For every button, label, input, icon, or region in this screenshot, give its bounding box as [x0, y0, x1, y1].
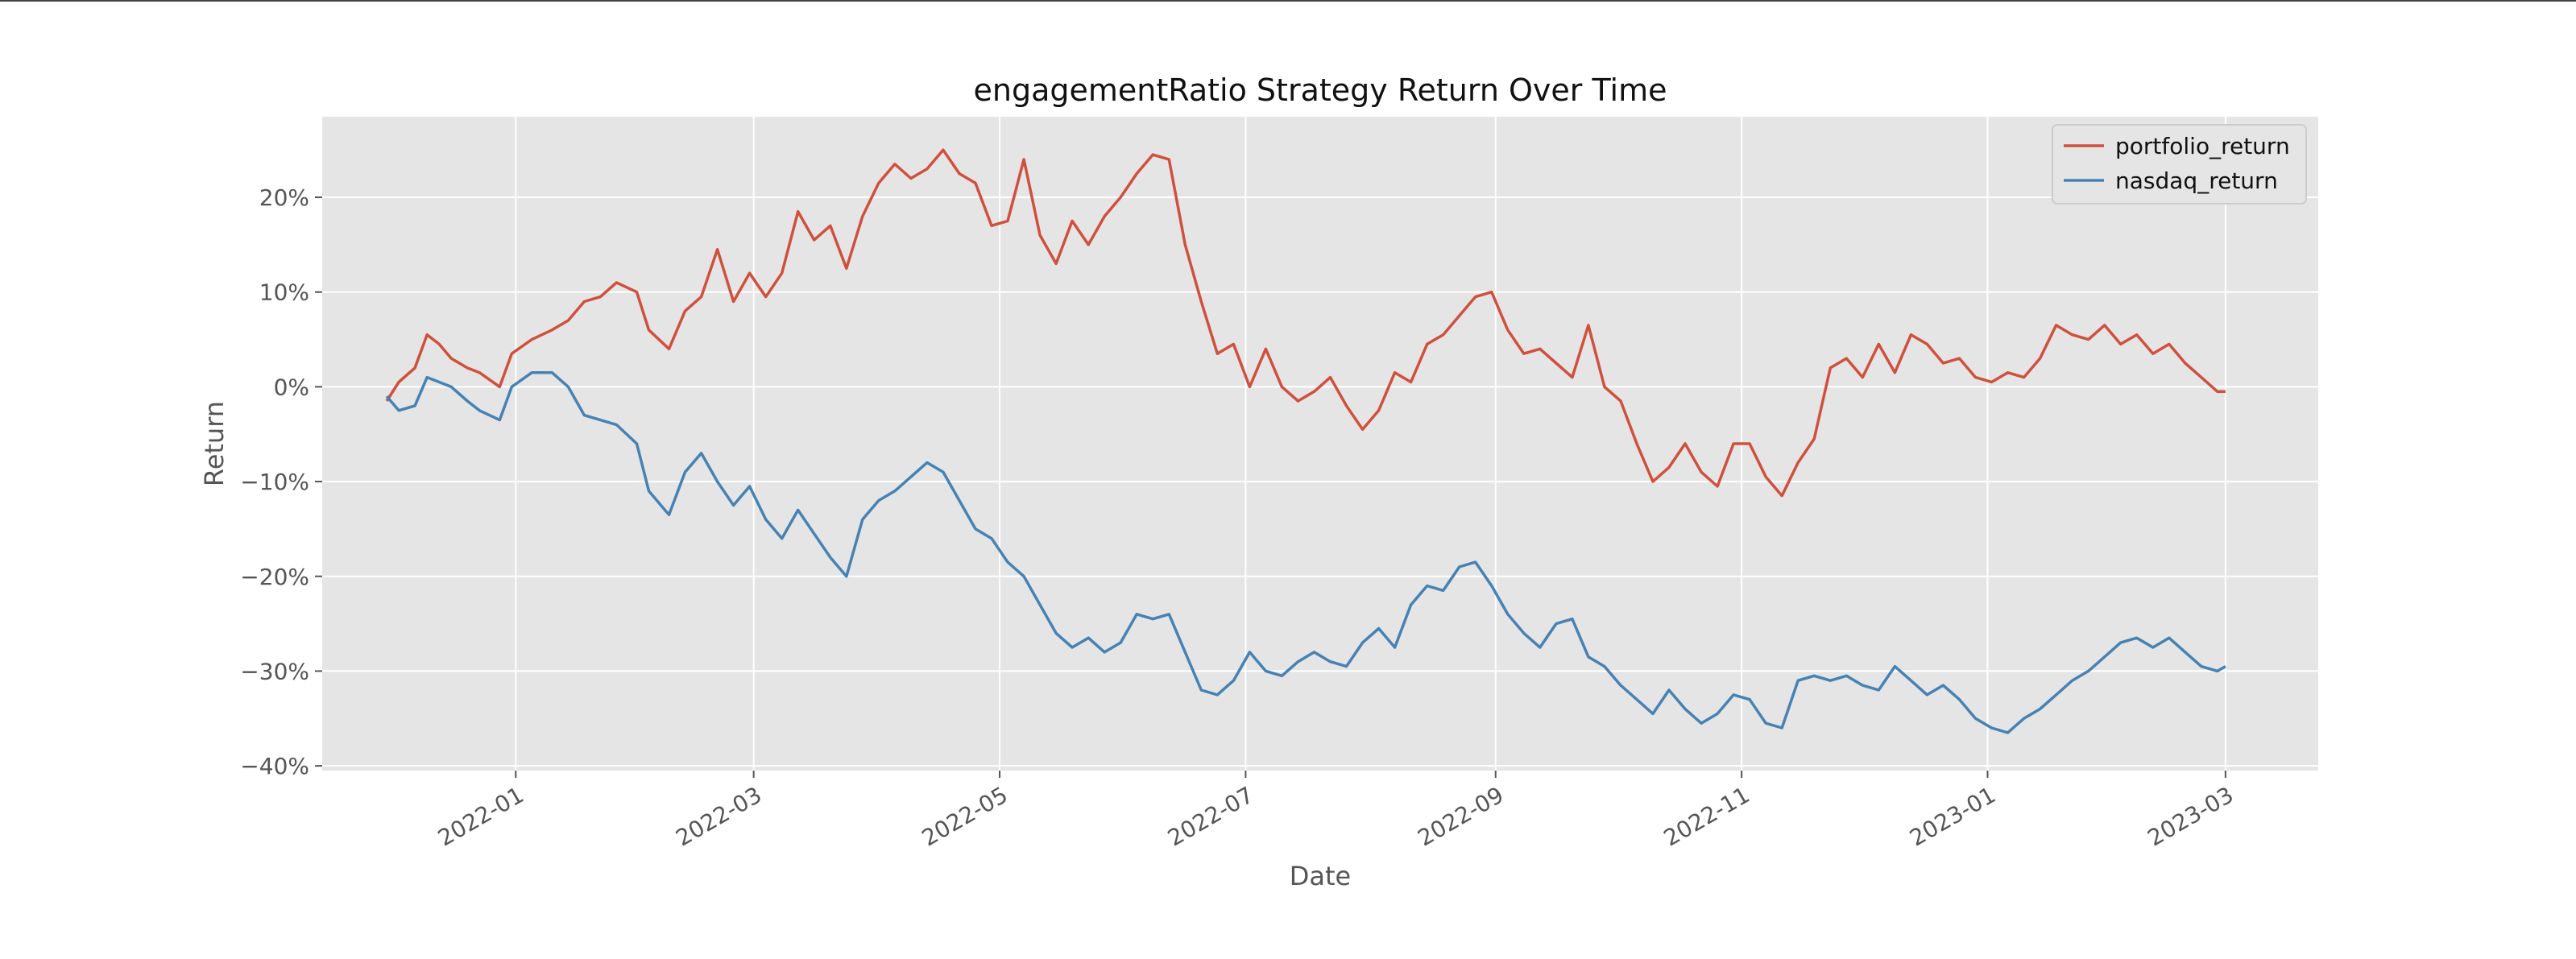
- x-tick-label: 2023-03: [2143, 781, 2238, 851]
- window-top-border: [0, 0, 2576, 2]
- x-tick-label: 2022-01: [433, 781, 528, 851]
- legend: portfolio_return nasdaq_return: [2052, 124, 2307, 205]
- x-tick-label: 2022-11: [1659, 781, 1754, 851]
- x-tick-label: 2023-01: [1905, 781, 2000, 851]
- legend-box: [2052, 124, 2307, 205]
- plot-area-background: [322, 117, 2318, 771]
- series-lines: [385, 148, 2226, 734]
- legend-label-portfolio-return: portfolio_return: [2115, 133, 2290, 159]
- y-tick-label: 10%: [259, 279, 309, 306]
- legend-label-nasdaq-return: nasdaq_return: [2115, 167, 2278, 194]
- x-axis-label: Date: [1290, 861, 1351, 891]
- series-line-nasdaq-return: [385, 370, 2226, 734]
- y-tick-label: 20%: [259, 184, 309, 211]
- y-tick-label: −30%: [240, 658, 309, 684]
- y-tick-label: 0%: [274, 374, 309, 400]
- y-tick-label: −20%: [240, 564, 309, 590]
- y-tick-label: −10%: [240, 469, 309, 495]
- x-tick-label: 2022-05: [917, 781, 1013, 851]
- x-tick-label: 2022-09: [1413, 781, 1508, 851]
- chart-title: engagementRatio Strategy Return Over Tim…: [974, 72, 1667, 108]
- x-tick-label: 2022-07: [1163, 781, 1258, 851]
- x-tick-label: 2022-03: [671, 781, 766, 851]
- series-line-portfolio-return: [385, 148, 2226, 498]
- y-axis-label: Return: [199, 401, 230, 486]
- y-tick-label: −40%: [240, 753, 309, 779]
